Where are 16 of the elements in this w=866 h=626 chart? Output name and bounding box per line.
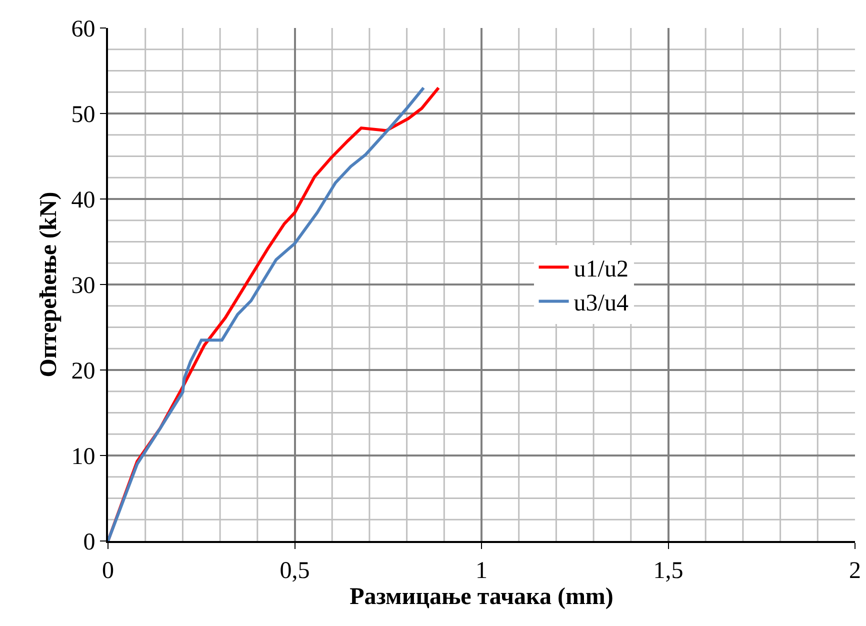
y-tick-label: 0 (83, 529, 96, 556)
y-tick-label: 60 (71, 16, 96, 42)
y-tick-label: 10 (71, 444, 96, 470)
y-tick-label: 30 (71, 272, 96, 299)
x-tick-label: 1,5 (653, 558, 684, 584)
y-tick-label: 40 (71, 187, 96, 214)
x-axis-title: Размицање тачака (mm) (350, 584, 614, 610)
y-tick-label: 20 (71, 358, 96, 384)
legend-label: u1/u2 (574, 256, 628, 282)
x-tick-label: 2 (849, 558, 861, 584)
x-tick-label: 0,5 (280, 558, 310, 584)
legend-label: u3/u4 (574, 290, 628, 317)
x-tick-label: 1 (476, 558, 488, 584)
y-axis-title: Оптерећење (kN) (36, 192, 62, 378)
y-tick-label: 50 (71, 102, 96, 128)
x-tick-label: 0 (102, 558, 114, 584)
